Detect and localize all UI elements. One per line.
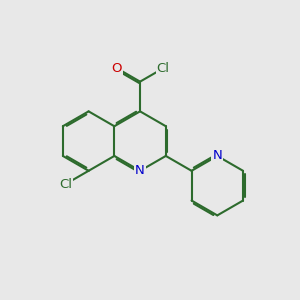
Text: Cl: Cl [157,62,170,75]
Text: Cl: Cl [59,178,72,191]
Text: N: N [212,149,222,162]
Text: N: N [135,164,145,177]
Text: O: O [112,62,122,75]
